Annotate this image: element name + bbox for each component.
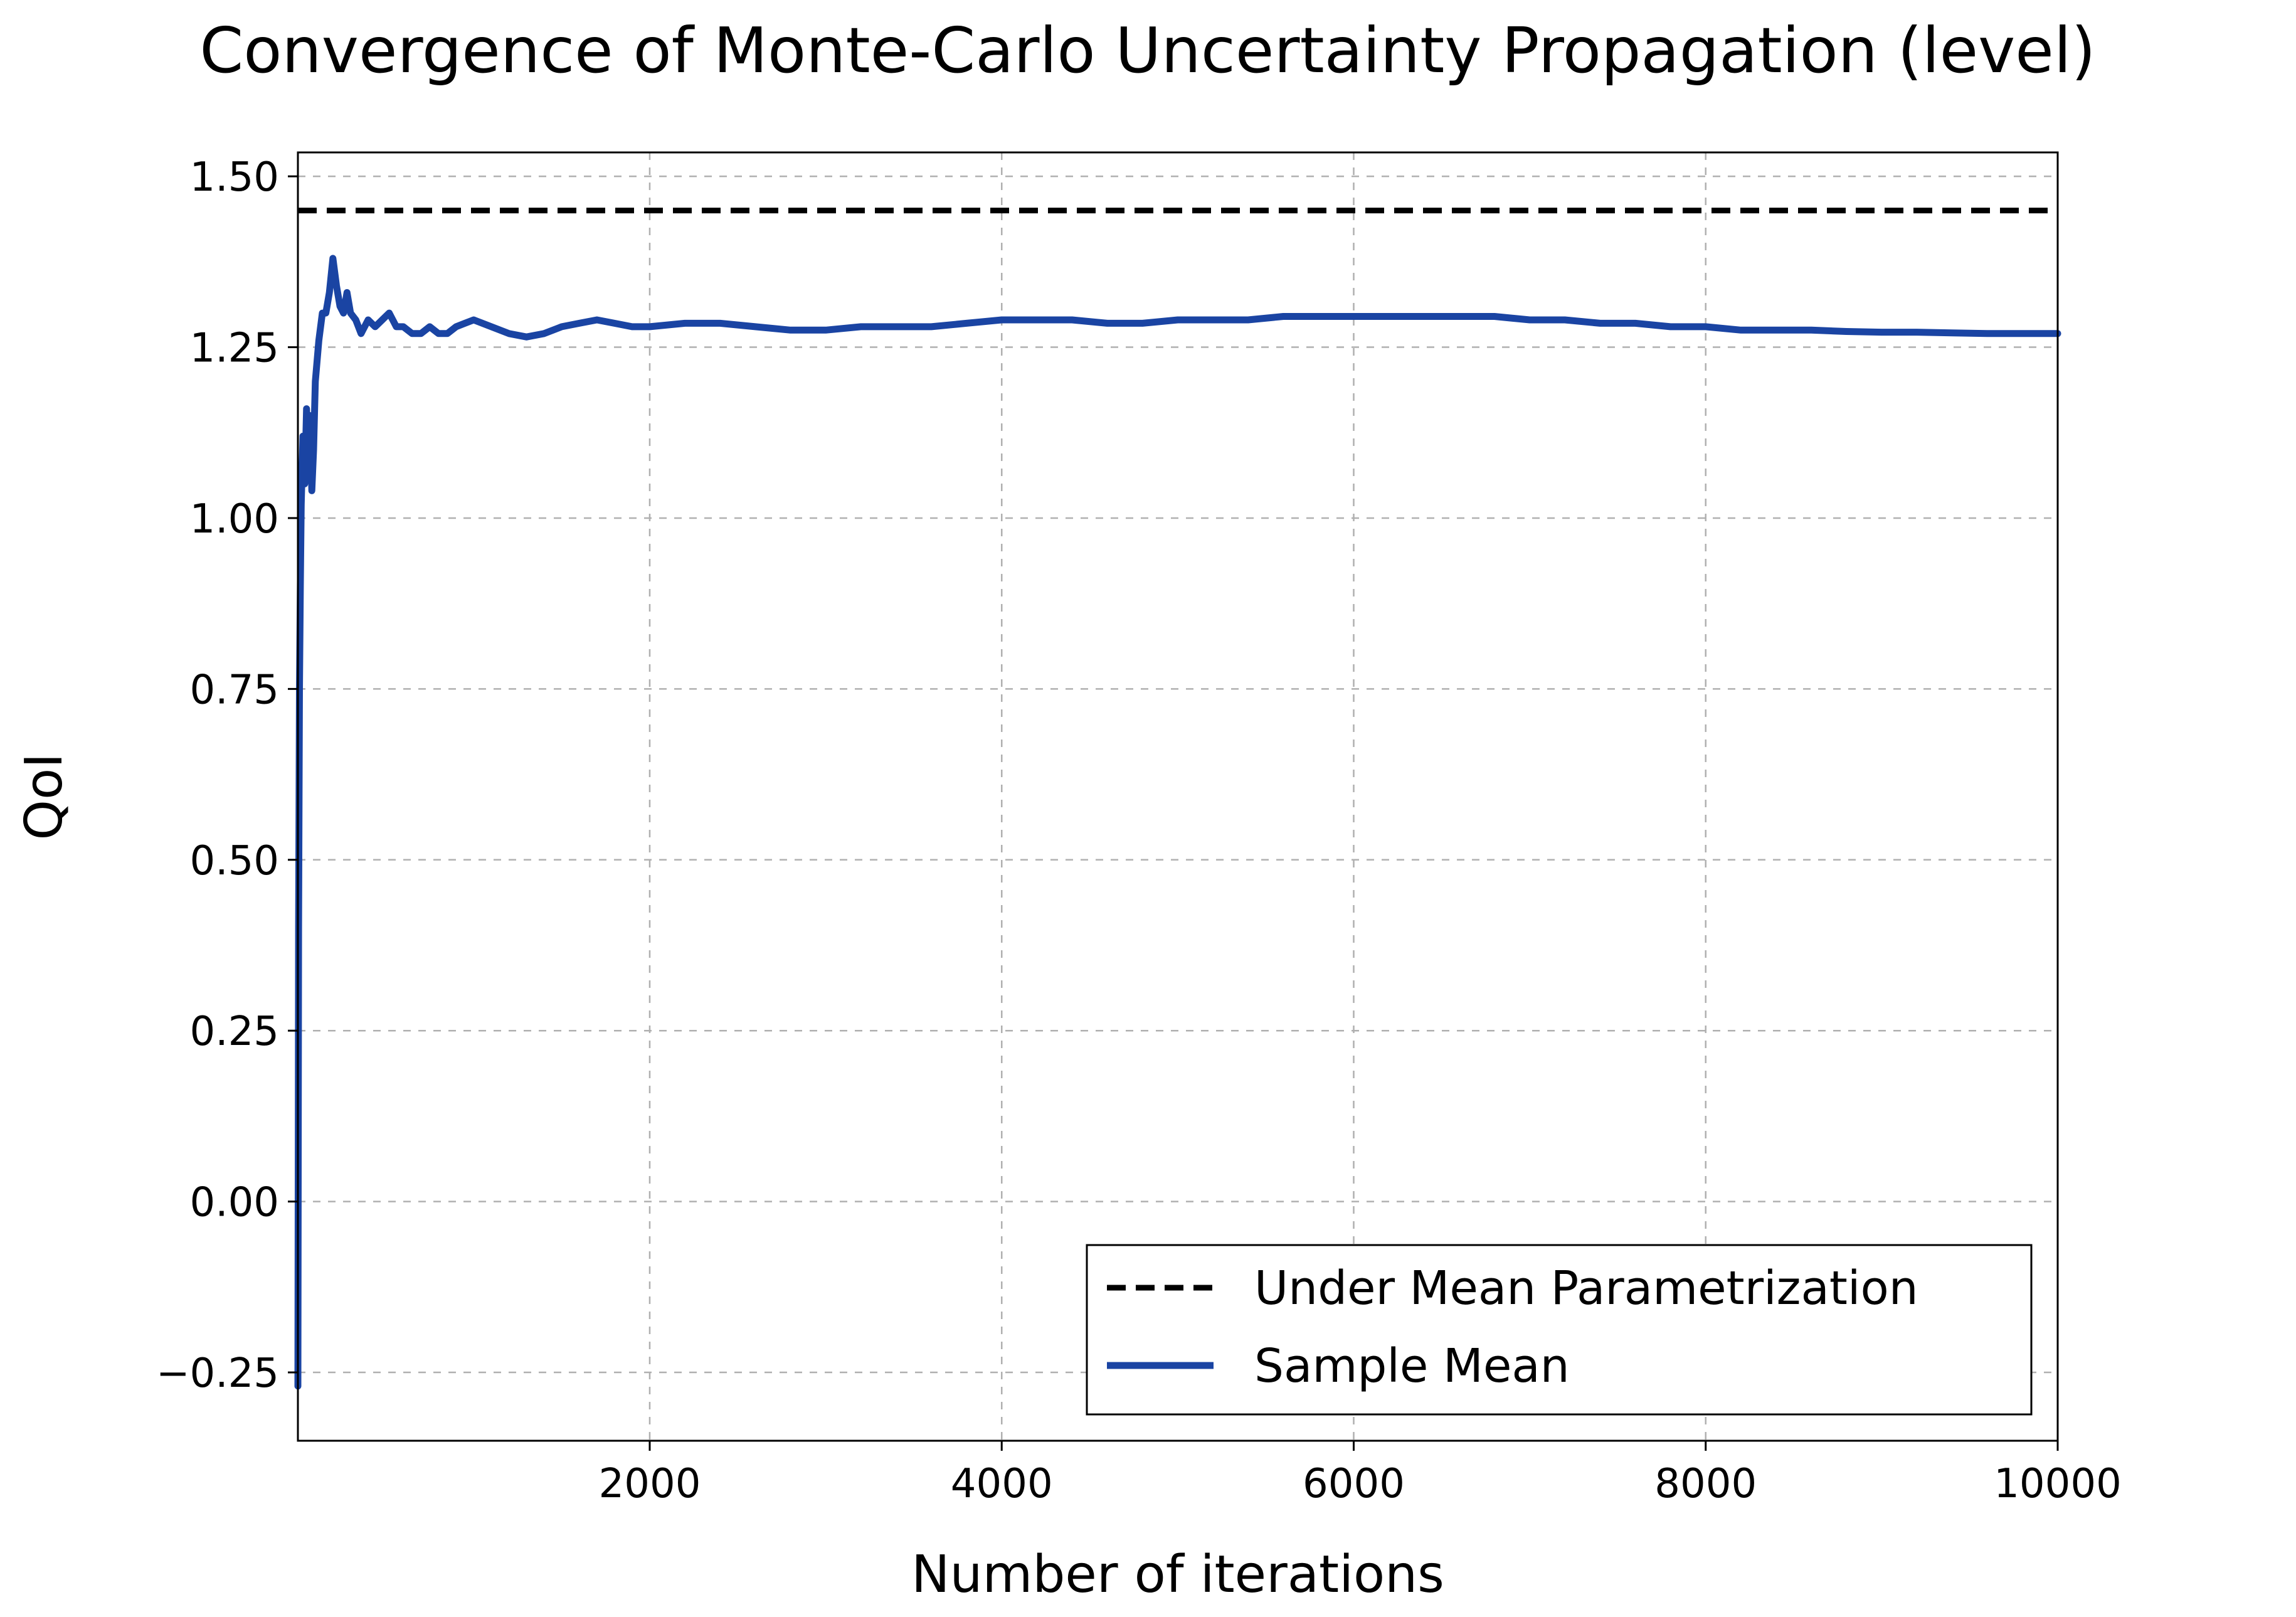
y-axis-label: QoI [14,753,74,840]
legend-box [1086,1244,2033,1416]
y-tick-label: 1.50 [190,154,280,201]
legend: Under Mean Parametrization Sample Mean [1086,1244,2033,1416]
chart-title: Convergence of Monte-Carlo Uncertainty P… [199,14,2095,87]
x-tick-label: 8000 [1654,1461,1757,1507]
y-tick-label: 1.25 [190,326,280,372]
y-tick-label: 0.50 [190,838,280,884]
y-tick-label: 0.75 [190,667,280,713]
x-axis-label: Number of iterations [911,1545,1444,1604]
axis-ticks: −0.25 0.00 0.25 0.50 0.75 1.00 1.25 1.50 2000 400… [156,154,2122,1507]
x-tick-label: 2000 [599,1461,701,1507]
legend-label-sample-mean: Sample Mean [1254,1339,1570,1393]
y-tick-label: −0.25 [156,1350,279,1397]
x-tick-label: 6000 [1303,1461,1405,1507]
y-tick-label: 0.25 [190,1009,280,1055]
plot-frame [297,151,2059,1442]
x-tick-label: 10000 [1994,1461,2122,1507]
x-tick-label: 4000 [951,1461,1053,1507]
y-tick-label: 1.00 [190,496,280,543]
legend-label-reference: Under Mean Parametrization [1254,1261,1918,1315]
sample-mean-line [294,255,2061,1390]
y-tick-label: 0.00 [190,1180,280,1226]
plot-series [294,208,2061,1390]
